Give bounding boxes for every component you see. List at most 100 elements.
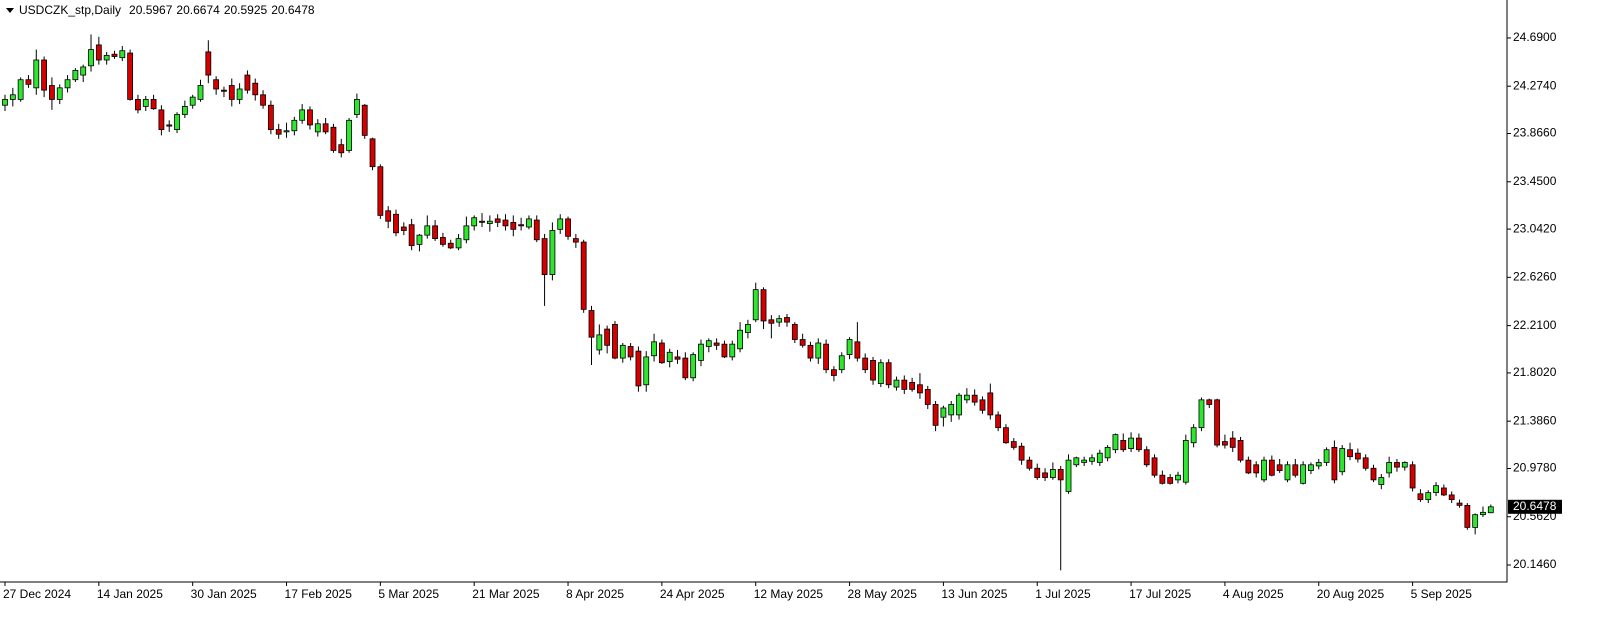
x-tick-label: 12 May 2025 bbox=[754, 587, 824, 601]
menu-triangle[interactable] bbox=[6, 8, 14, 13]
candle-body bbox=[619, 344, 626, 359]
candle-body bbox=[784, 317, 790, 323]
candle-body bbox=[393, 213, 399, 234]
candle-body bbox=[674, 356, 681, 360]
candle-body bbox=[353, 99, 360, 115]
candle-body bbox=[432, 225, 439, 240]
candle-body bbox=[1003, 427, 1009, 444]
candle-body bbox=[479, 220, 485, 223]
candle-body bbox=[1253, 464, 1260, 474]
candle-body bbox=[1300, 464, 1307, 484]
candle-body bbox=[658, 342, 665, 364]
x-tick-label: 28 May 2025 bbox=[848, 587, 918, 601]
candle-body bbox=[119, 50, 126, 59]
candle-body bbox=[1378, 477, 1385, 485]
candle-body bbox=[526, 218, 532, 228]
candle-body bbox=[221, 89, 227, 92]
candle-body bbox=[877, 362, 884, 384]
candle-body bbox=[893, 379, 900, 388]
candle-body bbox=[1112, 434, 1119, 451]
candle-body bbox=[518, 224, 525, 227]
candle-body bbox=[1089, 457, 1095, 462]
x-tick-label: 4 Aug 2025 bbox=[1223, 587, 1284, 601]
candle-body bbox=[174, 114, 180, 130]
candle-body bbox=[651, 341, 657, 357]
candle-body bbox=[1323, 449, 1330, 463]
candle-body bbox=[870, 359, 876, 381]
candle-body bbox=[1315, 462, 1322, 467]
y-tick-label: 20.1460 bbox=[1513, 557, 1557, 571]
candle-body bbox=[510, 221, 517, 230]
candle-body bbox=[494, 218, 501, 223]
high-value: 20.6674 bbox=[176, 3, 220, 17]
candle-body bbox=[588, 310, 595, 338]
candle-body bbox=[455, 238, 462, 249]
candle-body bbox=[924, 388, 931, 405]
candle-body bbox=[440, 237, 446, 245]
candle-body bbox=[1190, 427, 1197, 444]
candle-body bbox=[776, 318, 783, 323]
candle-body bbox=[917, 384, 923, 394]
candle-body bbox=[1175, 474, 1181, 481]
candle-body bbox=[909, 382, 916, 390]
candle-body bbox=[1464, 504, 1471, 528]
x-tick-label: 1 Jul 2025 bbox=[1035, 587, 1091, 601]
candle-body bbox=[252, 82, 259, 96]
candle-body bbox=[533, 219, 540, 241]
candle-body bbox=[322, 123, 329, 133]
candle-body bbox=[260, 94, 266, 106]
price-tag-label: 20.6478 bbox=[1513, 499, 1557, 513]
y-tick-label: 21.3860 bbox=[1513, 413, 1557, 427]
candle-body bbox=[1143, 449, 1150, 466]
candle-body bbox=[236, 88, 243, 100]
candle-body bbox=[307, 109, 313, 126]
candle-body bbox=[1417, 493, 1424, 500]
candle-body bbox=[33, 59, 40, 89]
candle-body bbox=[1104, 446, 1111, 459]
candle-body bbox=[971, 394, 978, 403]
candle-body bbox=[1073, 457, 1080, 466]
candle-body bbox=[979, 399, 986, 411]
candle-body bbox=[314, 123, 321, 133]
y-tick-label: 22.6260 bbox=[1513, 270, 1557, 284]
candle-body bbox=[815, 342, 822, 359]
candle-body bbox=[197, 85, 204, 100]
candle-body bbox=[596, 334, 603, 351]
candle-body bbox=[1433, 485, 1439, 494]
candle-body bbox=[2, 99, 8, 106]
candle-body bbox=[205, 51, 212, 76]
price-tag bbox=[1508, 499, 1562, 514]
candle-body bbox=[1182, 440, 1189, 483]
candle-body bbox=[1308, 464, 1314, 471]
candle-body bbox=[1159, 474, 1166, 484]
candle-body bbox=[135, 99, 141, 111]
candle-body bbox=[885, 362, 892, 386]
candle-body bbox=[88, 49, 94, 67]
candle-body bbox=[1214, 399, 1220, 446]
candle-body bbox=[1425, 492, 1432, 500]
candle-body bbox=[471, 217, 478, 227]
candle-body bbox=[1120, 440, 1127, 451]
candle-body bbox=[1065, 459, 1072, 492]
candle-body bbox=[737, 329, 743, 350]
candle-body bbox=[799, 339, 806, 346]
candle-body bbox=[768, 319, 775, 324]
candle-body bbox=[838, 355, 845, 371]
y-tick-label: 24.6900 bbox=[1513, 30, 1557, 44]
candle-body bbox=[666, 351, 673, 362]
axis-frame bbox=[0, 0, 1508, 583]
candle-body bbox=[424, 225, 431, 236]
candle-body bbox=[1401, 462, 1408, 468]
candle-body bbox=[791, 324, 798, 340]
candle-body bbox=[463, 225, 470, 241]
candle-body bbox=[80, 66, 87, 76]
candle-body bbox=[713, 342, 720, 346]
candle-body bbox=[557, 218, 564, 230]
y-tick-label: 23.0420 bbox=[1513, 221, 1557, 235]
candle-body bbox=[1284, 464, 1291, 481]
candle-body bbox=[1198, 399, 1205, 429]
x-tick-label: 13 Jun 2025 bbox=[941, 587, 1007, 601]
y-tick-label: 24.2740 bbox=[1513, 78, 1557, 92]
x-tick-label: 20 Aug 2025 bbox=[1317, 587, 1385, 601]
